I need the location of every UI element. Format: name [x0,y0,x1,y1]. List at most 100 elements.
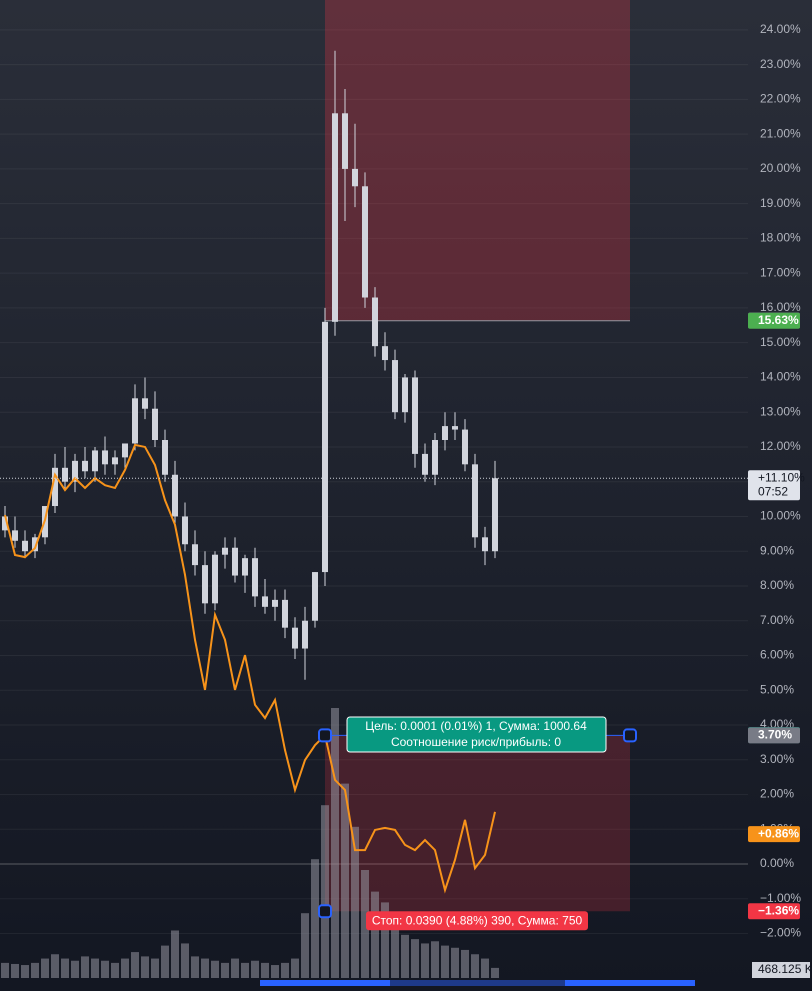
candle-body [122,443,128,458]
volume-bar [461,949,469,978]
position-zone [325,735,630,912]
candle-body [92,450,98,472]
target-text: Цель: 0.0001 (0.01%) 1, Сумма: 1000.64 [365,719,587,733]
candle-body [192,544,198,566]
current-price-label: +11.10% [758,470,805,484]
target-box [346,716,607,753]
volume-bar [391,917,399,978]
candle-body [102,450,108,465]
volume-bar [231,958,239,978]
candle-body [492,478,498,552]
candle-body [232,547,238,576]
candle-body [482,537,488,552]
volume-bar [281,962,289,978]
volume-bar [491,967,499,978]
candle-body [362,186,368,298]
volume-bar [331,708,339,978]
candle-body [272,599,278,607]
volume-bar [21,965,29,978]
handle[interactable] [623,728,637,743]
candle-body [32,537,38,552]
volume-bar [81,956,89,978]
volume-bar [191,956,199,978]
y-tick-label: −1.00% [760,891,801,905]
volume-bar [111,962,119,978]
candle-body [242,558,248,576]
volume-bar [301,913,309,978]
y-tick-label: 3.00% [760,752,794,766]
candle-body [322,321,328,573]
volume-label: 468.125 K [758,962,812,976]
candle-body [262,596,268,607]
volume-bar [181,943,189,978]
scroll-bar[interactable] [565,980,695,986]
stop-text: Стоп: 0.0390 (4.88%) 390, Сумма: 750 [372,913,583,927]
volume-bar [251,960,259,978]
candle-body [52,467,58,507]
candle-body [72,460,78,482]
candle-body [352,168,358,187]
scroll-bar[interactable] [390,980,565,986]
y-tick-label: 5.00% [760,682,794,696]
candle-body [62,467,68,482]
volume-bar [411,939,419,978]
volume-bar [361,870,369,978]
candle-body [392,360,398,413]
handle[interactable] [318,904,332,919]
y-tick-label: 12.00% [760,439,801,453]
volume-bar [101,960,109,978]
volume-bar [401,934,409,978]
price-label: −1.36% [758,903,799,917]
volume-bar [121,958,129,978]
volume-bar [351,826,359,978]
y-tick-label: 17.00% [760,265,801,279]
volume-label-box [752,962,810,978]
price-label-box [748,312,800,329]
volume-bar [131,952,139,978]
y-tick-label: 7.00% [760,613,794,627]
volume-bar [211,960,219,978]
current-price-box [748,470,800,501]
volume-bar [341,783,349,978]
candle-body [172,474,178,517]
volume-bar [91,958,99,978]
candle-body [382,346,388,361]
volume-bar [481,958,489,978]
candle-body [472,464,478,538]
candle-body [182,516,188,545]
y-tick-label: 15.00% [760,335,801,349]
y-tick-label: 9.00% [760,543,794,557]
volume-bar [201,958,209,978]
candle-body [142,398,148,409]
y-tick-label: 24.00% [760,22,801,36]
volume-bar [261,962,269,978]
y-tick-label: 10.00% [760,509,801,523]
candle-body [412,377,418,454]
volume-bar [291,958,299,978]
y-tick-label: 16.00% [760,300,801,314]
candle-body [302,620,308,649]
candle-body [152,408,158,440]
volume-bar [371,891,379,978]
candle-body [432,439,438,475]
target-text: Соотношение риск/прибыль: 0 [391,735,561,749]
candle-body [442,426,448,440]
volume-bar [311,859,319,978]
volume-bar [431,941,439,978]
scroll-bar[interactable] [260,980,390,986]
y-tick-label: 13.00% [760,404,801,418]
candle-body [82,460,88,472]
volume-bar [451,947,459,978]
volume-bar [381,902,389,978]
candle-body [22,540,28,552]
volume-bar [171,930,179,978]
candle-body [12,530,18,541]
price-label: 15.63% [758,313,799,327]
handle[interactable] [318,728,332,743]
candle-body [202,565,208,604]
volume-bar [471,954,479,978]
candle-body [282,599,288,628]
volume-bar [31,962,39,978]
y-tick-label: 0.00% [760,856,794,870]
